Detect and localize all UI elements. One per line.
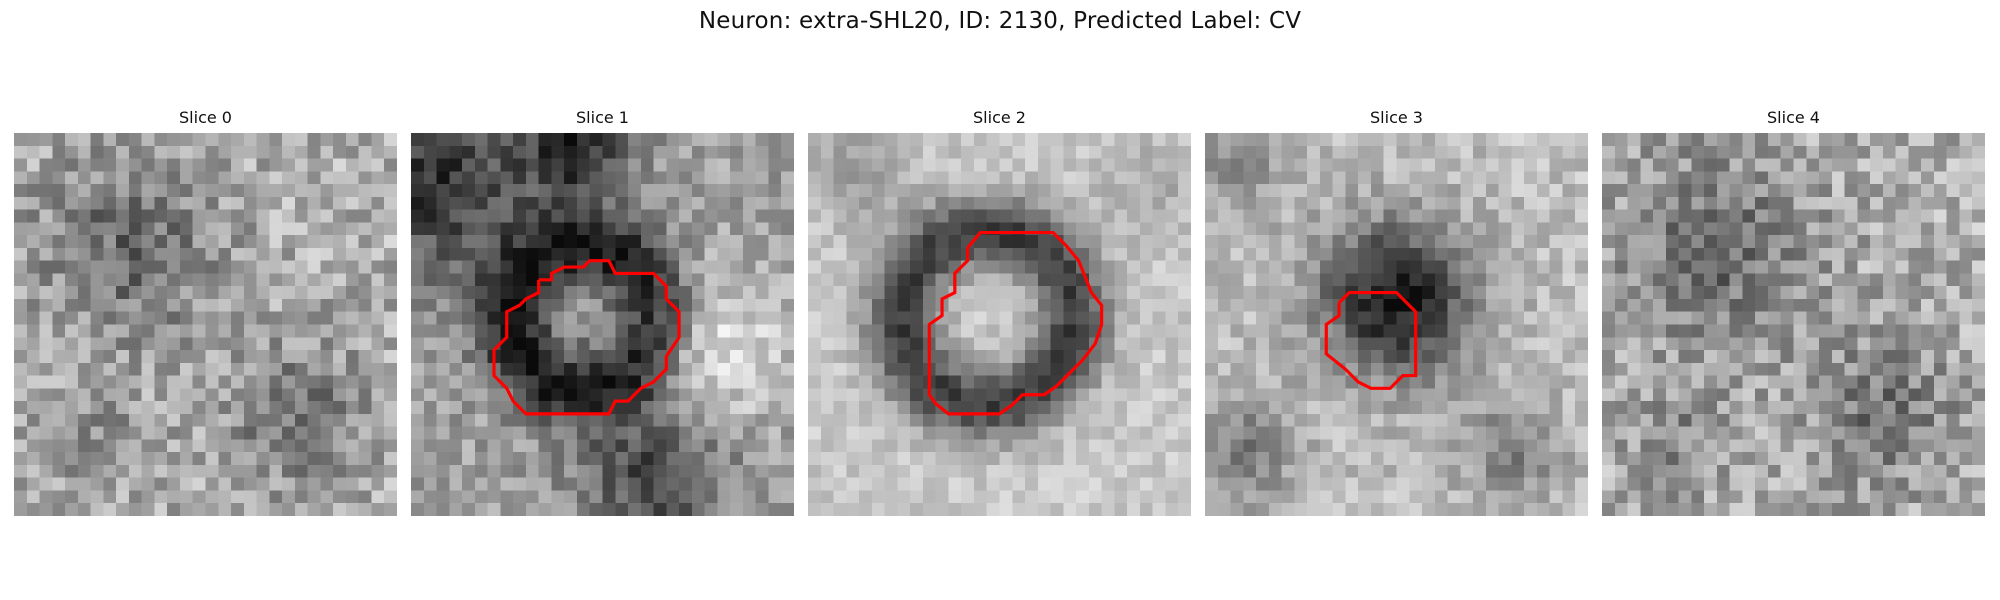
slice-title-3: Slice 3	[1370, 108, 1423, 127]
slice-panel-3: Slice 3	[1205, 108, 1588, 516]
slice-contour-2	[927, 230, 1104, 416]
slice-panel-1: Slice 1	[411, 108, 794, 516]
slice-image-3	[1205, 133, 1588, 516]
slice-image-1	[411, 133, 794, 516]
slice-title-1: Slice 1	[576, 108, 629, 127]
slice-title-4: Slice 4	[1767, 108, 1820, 127]
slice-panel-2: Slice 2	[808, 108, 1191, 516]
slice-image-2	[808, 133, 1191, 516]
figure-title: Neuron: extra-SHL20, ID: 2130, Predicted…	[698, 8, 1302, 34]
slice-title-0: Slice 0	[179, 108, 232, 127]
slice-title-2: Slice 2	[973, 108, 1026, 127]
slice-image-0	[14, 133, 397, 516]
slice-image-4	[1602, 133, 1985, 516]
slice-contour-1	[492, 259, 681, 416]
slice-panel-4: Slice 4	[1602, 108, 1985, 516]
slice-panel-0: Slice 0	[14, 108, 397, 516]
slice-contour-3	[1324, 290, 1418, 390]
